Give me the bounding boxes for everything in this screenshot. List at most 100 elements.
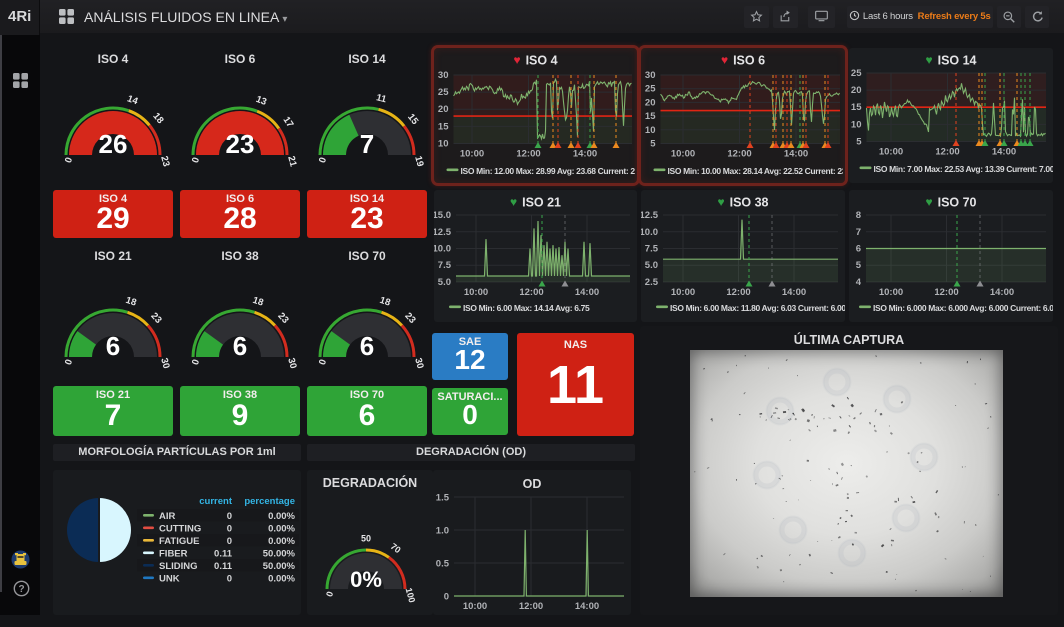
svg-text:0.00%: 0.00% xyxy=(268,511,295,522)
svg-text:25: 25 xyxy=(645,84,656,95)
svg-text:30: 30 xyxy=(158,357,171,370)
svg-text:0: 0 xyxy=(63,156,75,164)
svg-text:14:00: 14:00 xyxy=(990,287,1014,298)
svg-text:14:00: 14:00 xyxy=(782,287,806,298)
svg-text:12:00: 12:00 xyxy=(935,147,959,158)
svg-text:0: 0 xyxy=(324,590,335,598)
svg-text:25: 25 xyxy=(851,68,862,79)
svg-text:14: 14 xyxy=(126,93,140,107)
svg-text:25: 25 xyxy=(438,87,449,98)
svg-text:100: 100 xyxy=(404,587,418,604)
svg-text:ISO Min: 6.000 Max: 6.000 Avg: ISO Min: 6.000 Max: 6.000 Avg: 6.000 Cur… xyxy=(873,303,1053,313)
svg-text:ISO Min: 6.00 Max: 11.80 Avg:: ISO Min: 6.00 Max: 11.80 Avg: 6.03 Curre… xyxy=(670,303,845,313)
svg-text:6: 6 xyxy=(360,331,374,361)
svg-text:18: 18 xyxy=(124,295,137,309)
svg-text:7: 7 xyxy=(360,129,374,159)
svg-text:10:00: 10:00 xyxy=(671,149,695,160)
svg-text:12:00: 12:00 xyxy=(516,149,540,160)
svg-text:7.5: 7.5 xyxy=(438,260,452,271)
svg-text:23: 23 xyxy=(402,311,417,326)
svg-text:ISO Min: 7.00 Max: 22.53 Avg:: ISO Min: 7.00 Max: 22.53 Avg: 13.39 Curr… xyxy=(874,164,1054,174)
svg-text:18: 18 xyxy=(150,111,165,126)
svg-text:50: 50 xyxy=(361,534,371,544)
svg-text:CUTTING: CUTTING xyxy=(159,524,201,535)
svg-text:30: 30 xyxy=(645,70,656,81)
svg-text:30: 30 xyxy=(412,357,425,370)
svg-text:12:00: 12:00 xyxy=(519,287,543,298)
svg-text:10:00: 10:00 xyxy=(464,287,488,298)
svg-text:5.0: 5.0 xyxy=(438,277,451,288)
svg-text:20: 20 xyxy=(851,85,862,96)
svg-text:12:00: 12:00 xyxy=(934,287,958,298)
svg-text:0%: 0% xyxy=(350,567,382,592)
svg-text:UNK: UNK xyxy=(159,574,180,585)
svg-text:6: 6 xyxy=(233,331,247,361)
svg-text:14:00: 14:00 xyxy=(575,601,599,612)
svg-text:7.5: 7.5 xyxy=(645,244,659,255)
svg-text:50.00%: 50.00% xyxy=(263,561,296,572)
svg-text:23: 23 xyxy=(158,155,171,168)
svg-text:14:00: 14:00 xyxy=(575,287,599,298)
svg-text:15.0: 15.0 xyxy=(434,210,451,221)
svg-text:18: 18 xyxy=(378,295,391,309)
svg-text:12:00: 12:00 xyxy=(727,149,751,160)
svg-text:5: 5 xyxy=(856,260,862,271)
svg-text:0: 0 xyxy=(227,511,232,522)
svg-text:10:00: 10:00 xyxy=(671,287,695,298)
svg-text:20: 20 xyxy=(645,97,656,108)
svg-text:percentage: percentage xyxy=(244,496,295,507)
svg-text:17: 17 xyxy=(280,115,295,130)
svg-text:0.00%: 0.00% xyxy=(268,536,295,547)
svg-text:FIBER: FIBER xyxy=(159,549,188,560)
svg-text:13: 13 xyxy=(254,94,268,108)
svg-text:0: 0 xyxy=(227,536,232,547)
svg-text:5.0: 5.0 xyxy=(645,260,658,271)
svg-text:10:00: 10:00 xyxy=(879,287,903,298)
svg-text:10.0: 10.0 xyxy=(641,227,658,238)
svg-text:6: 6 xyxy=(106,331,120,361)
svg-text:50.00%: 50.00% xyxy=(263,549,296,560)
svg-text:15: 15 xyxy=(851,102,862,113)
svg-text:ISO Min: 10.00 Max: 28.14 Avg: ISO Min: 10.00 Max: 28.14 Avg: 22.52 Cur… xyxy=(668,166,844,176)
svg-text:15: 15 xyxy=(645,111,656,122)
svg-text:30: 30 xyxy=(438,70,449,81)
svg-text:10: 10 xyxy=(438,139,449,150)
svg-text:12.5: 12.5 xyxy=(434,227,452,238)
svg-text:0.11: 0.11 xyxy=(214,561,233,572)
svg-text:26: 26 xyxy=(99,129,128,159)
svg-text:0.5: 0.5 xyxy=(436,559,450,570)
svg-text:23: 23 xyxy=(226,129,255,159)
svg-text:20: 20 xyxy=(438,104,449,115)
svg-text:5: 5 xyxy=(856,137,862,148)
svg-text:10:00: 10:00 xyxy=(463,601,487,612)
svg-text:15: 15 xyxy=(405,112,421,128)
svg-text:21: 21 xyxy=(285,155,299,169)
svg-text:10:00: 10:00 xyxy=(460,149,484,160)
svg-text:23: 23 xyxy=(148,311,163,326)
svg-text:12:00: 12:00 xyxy=(519,601,543,612)
svg-text:FATIGUE: FATIGUE xyxy=(159,536,199,547)
svg-text:15: 15 xyxy=(438,121,449,132)
svg-text:0.00%: 0.00% xyxy=(268,574,295,585)
svg-text:1.5: 1.5 xyxy=(436,493,450,504)
svg-text:0.11: 0.11 xyxy=(214,549,233,560)
svg-text:23: 23 xyxy=(275,311,290,326)
svg-text:12:00: 12:00 xyxy=(726,287,750,298)
svg-text:?: ? xyxy=(18,584,24,595)
svg-text:14:00: 14:00 xyxy=(992,147,1016,158)
svg-text:10: 10 xyxy=(851,119,862,130)
svg-text:ISO Min: 6.00 Max: 14.14 Avg:: ISO Min: 6.00 Max: 14.14 Avg: 6.75 xyxy=(463,303,590,313)
svg-text:6: 6 xyxy=(856,244,861,255)
svg-text:30: 30 xyxy=(285,357,298,370)
svg-text:10:00: 10:00 xyxy=(879,147,903,158)
svg-text:0: 0 xyxy=(63,358,75,366)
svg-text:0: 0 xyxy=(190,358,202,366)
svg-text:10.0: 10.0 xyxy=(434,244,451,255)
svg-text:0: 0 xyxy=(227,574,232,585)
svg-text:5: 5 xyxy=(650,139,656,150)
svg-text:2.5: 2.5 xyxy=(645,277,659,288)
svg-text:70: 70 xyxy=(389,541,403,555)
svg-text:AIR: AIR xyxy=(159,511,176,522)
svg-text:0.00%: 0.00% xyxy=(268,524,295,535)
svg-text:SLIDING: SLIDING xyxy=(159,561,198,572)
